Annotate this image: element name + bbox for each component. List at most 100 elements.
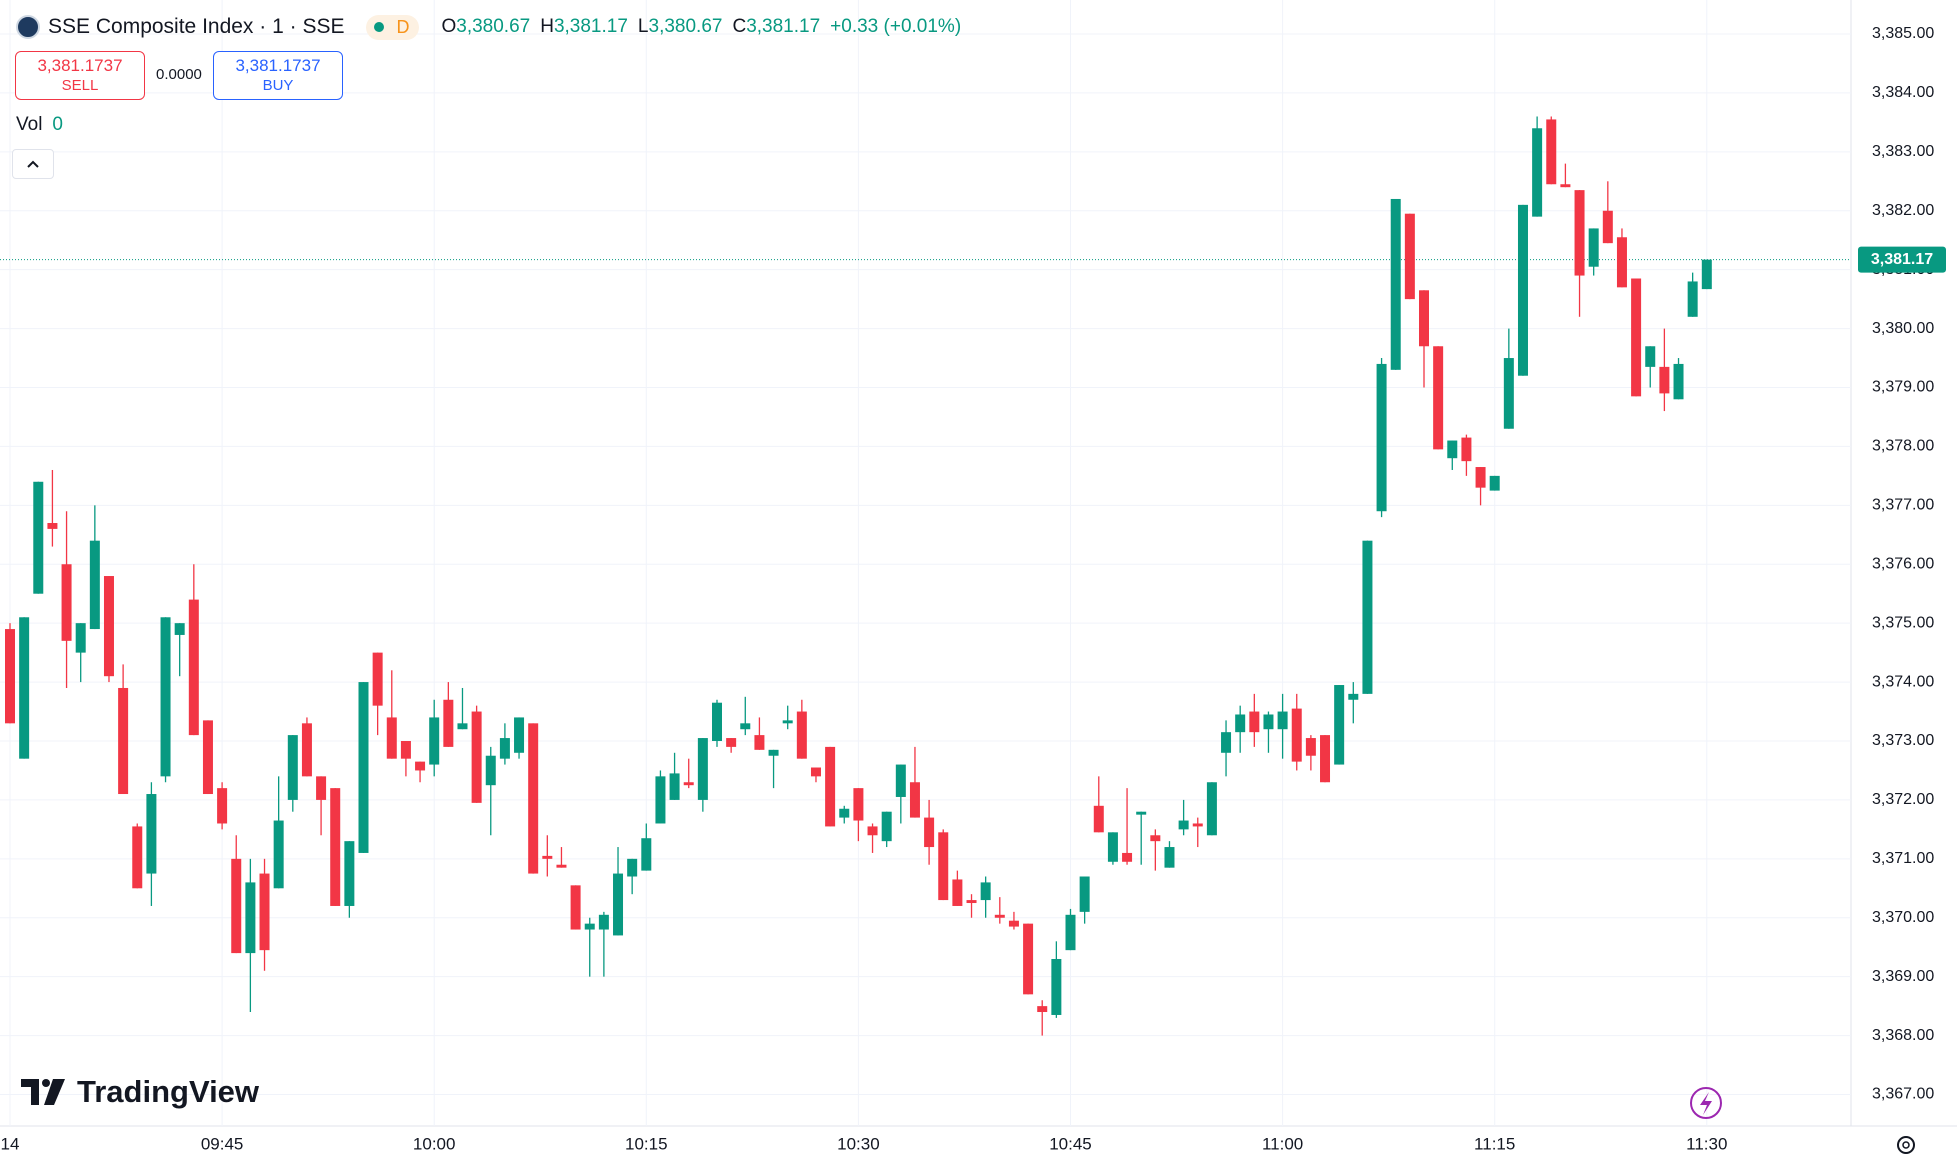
candle-body [1503,358,1514,429]
candle-body [966,900,977,904]
candle-body [202,720,213,795]
candle-body [1602,210,1613,244]
candle-body [1376,363,1387,512]
replay-icon [1690,1087,1722,1119]
candle-body [259,873,270,951]
candle-body [867,826,878,836]
candle-body [61,564,72,641]
candle-body [853,788,864,821]
candle-body [627,858,638,877]
sell-label: SELL [61,76,99,94]
candle-body [1334,685,1345,765]
symbol-title[interactable]: SSE Composite Index · 1 · SSE [48,15,345,38]
ohlc-value: 3,380.67 [648,16,723,37]
x-tick-label: 11:30 [1686,1134,1727,1153]
volume-value: 0 [52,114,63,135]
status-dot [374,22,385,32]
candle-body [33,481,44,594]
candle-body [47,523,58,529]
chevron-icon [27,160,39,168]
y-tick-label: 3,369.00 [1872,968,1934,985]
candle-body [768,749,779,756]
candle-body [1517,204,1528,376]
candle-body [316,776,327,800]
x-tick-label: 10:45 [1049,1134,1092,1153]
candle-body [89,540,100,630]
candle-body [1277,711,1288,730]
candle-body [146,794,157,874]
ohlc-value: 3,381.17 [746,16,821,37]
candle-body [683,782,694,786]
candle-body [1093,805,1104,833]
candle-body [160,617,171,777]
candle-body [542,855,553,859]
candle-body [1645,346,1656,367]
data-badge: D [396,16,410,37]
candle-body [485,755,496,786]
candle-body [697,738,708,800]
market-status[interactable]: D [366,14,420,40]
candle-body [174,623,185,635]
volume-legend: Vol 0 [16,114,63,136]
candle-body [1687,281,1698,317]
candle-body [1065,914,1076,951]
sell-button[interactable]: 3,381.1737 SELL [15,51,145,100]
candle-body [909,782,920,818]
candle-body [1588,228,1599,267]
ohlc-value: 3,381.17 [553,16,628,37]
brand-logo[interactable]: TradingView [21,1074,259,1110]
candle-body [103,576,114,677]
candle-body [429,717,440,765]
candle-body [669,773,680,800]
candle-body [1390,198,1401,370]
y-tick-label: 3,384.00 [1872,84,1934,101]
sell-price: 3,381.1737 [37,55,123,75]
y-tick-label: 3,367.00 [1872,1086,1934,1103]
y-tick-label: 3,378.00 [1872,438,1934,455]
candle-body [118,687,129,795]
x-tick-label: 14 [1,1134,20,1153]
last-price-tag [1858,246,1946,273]
candle-body [994,914,1005,918]
replay-bolt [1700,1092,1712,1115]
candle-body [471,711,482,803]
ohlc-key: O [441,16,457,37]
candle-body [330,788,341,906]
collapse-button[interactable] [12,149,54,179]
brand-icon [21,1079,65,1105]
candle-body [1221,732,1232,753]
y-tick-label: 3,379.00 [1872,379,1934,396]
candle-body [570,885,581,930]
ohlc-key: H [540,16,554,37]
spread: 0.0000 [156,66,202,83]
candle-body [1362,540,1373,694]
symbol-logo [16,15,40,39]
candle-body [924,817,935,848]
candle-body [1348,693,1359,700]
candle-body [231,858,242,954]
candle-body [1404,213,1415,300]
candle-body [19,617,30,759]
y-tick-label: 3,377.00 [1872,497,1934,514]
buy-button[interactable]: 3,381.1737 BUY [213,51,343,100]
candle-body [782,720,793,724]
candle-body [5,629,15,724]
last-price-label: 3,381.17 [1871,251,1933,268]
buy-price: 3,381.1737 [235,55,321,75]
candle-body [457,723,468,730]
candle-body [655,776,666,824]
candle-body [980,882,991,901]
candle-body [514,717,525,753]
candle-body [1659,366,1670,394]
candle-body [1150,835,1161,842]
candle-body [726,738,737,747]
candle-body [1631,278,1642,397]
x-tick-label: 10:00 [413,1134,456,1153]
candle-body [584,923,595,930]
candle-body [810,767,821,777]
candle-body [1291,708,1302,762]
candle-body [1433,346,1444,450]
candle-body [556,864,567,868]
y-tick-label: 3,383.00 [1872,143,1934,160]
